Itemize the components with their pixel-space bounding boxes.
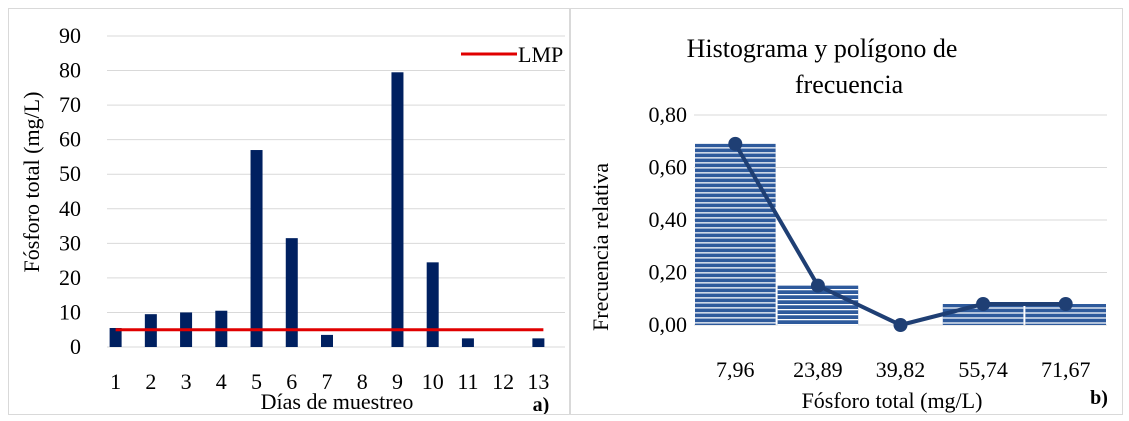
x-axis-label: Días de muestreo: [261, 389, 414, 414]
y-axis-label: Frecuencia relativa: [588, 163, 613, 331]
x-tick-label: 10: [422, 369, 444, 394]
y-axis-label: Fósforo total (mg/L): [19, 92, 44, 273]
panel-label-a: a): [533, 394, 550, 414]
y-tick-label: 0,20: [649, 260, 688, 285]
x-tick-label: 39,82: [876, 357, 926, 382]
polygon-point-39,82: [893, 318, 908, 332]
x-tick-label: 12: [492, 369, 514, 394]
y-tick-label: 70: [59, 92, 81, 117]
x-tick-label: 11: [457, 369, 478, 394]
x-tick-label: 5: [251, 369, 262, 394]
x-tick-label: 7: [322, 369, 333, 394]
bar-day-6: [285, 238, 298, 347]
bar-day-11: [461, 338, 474, 347]
y-tick-label: 0,40: [649, 207, 688, 232]
polygon-point-55,74: [976, 297, 991, 311]
y-tick-label: 20: [59, 265, 81, 290]
x-tick-label: 4: [216, 369, 227, 394]
x-tick-label: 23,89: [793, 357, 843, 382]
y-tick-label: 0,80: [649, 102, 688, 127]
bar-day-10: [426, 262, 439, 347]
polygon-point-71,67: [1058, 297, 1073, 311]
y-tick-label: 50: [59, 161, 81, 186]
x-tick-label: 2: [145, 369, 156, 394]
x-tick-label: 1: [110, 369, 121, 394]
y-tick-label: 0,60: [649, 155, 688, 180]
x-tick-label: 13: [527, 369, 549, 394]
histogram-bar-23,89: [777, 285, 859, 326]
chart-panel-a: 0 10 20 30 40 50 60 70 80 90 1 2 3 4 5 6 7 8 9 10 11 12 13 Fó…: [8, 8, 570, 415]
chart-panel-b: Histograma y polígono de frecuencia 0,00…: [570, 8, 1123, 415]
y-tick-label: 80: [59, 58, 81, 83]
x-tick-label: 55,74: [958, 357, 1008, 382]
polygon-point-7,96: [728, 136, 743, 151]
y-tick-label: 30: [59, 230, 81, 255]
y-tick-label: 0: [70, 334, 81, 359]
histogram-frecuencia-relativa: Histograma y polígono de frecuencia 0,00…: [588, 34, 1108, 413]
y-tick-label: 10: [59, 299, 81, 324]
x-tick-label: 3: [181, 369, 192, 394]
y-tick-label: 90: [59, 23, 81, 48]
x-tick-label: 7,96: [716, 357, 755, 382]
y-tick-label: 40: [59, 196, 81, 221]
x-tick-label: 6: [286, 369, 297, 394]
chart-title-line-2: frecuencia: [795, 70, 904, 99]
x-tick-label: 8: [357, 369, 368, 394]
y-tick-label: 60: [59, 127, 81, 152]
x-axis-label: Fósforo total (mg/L): [802, 388, 983, 413]
histogram-bar-7,96: [695, 143, 776, 325]
bar-day-5: [250, 150, 263, 347]
panel-label-b: b): [1090, 387, 1108, 409]
x-tick-label: 9: [392, 369, 403, 394]
legend-label-lmp: LMP: [518, 42, 563, 67]
bar-day-7: [321, 334, 333, 347]
histogram-bar-71,67: [1025, 304, 1106, 325]
bar-day-9: [391, 72, 404, 348]
bar-day-13: [532, 338, 545, 347]
chart-title-line-1: Histograma y polígono de: [687, 34, 958, 63]
polygon-point-23,89: [810, 278, 825, 293]
bar-day-1: [109, 327, 122, 347]
y-tick-label: 0,00: [649, 312, 688, 337]
x-tick-label: 71,67: [1041, 357, 1091, 382]
